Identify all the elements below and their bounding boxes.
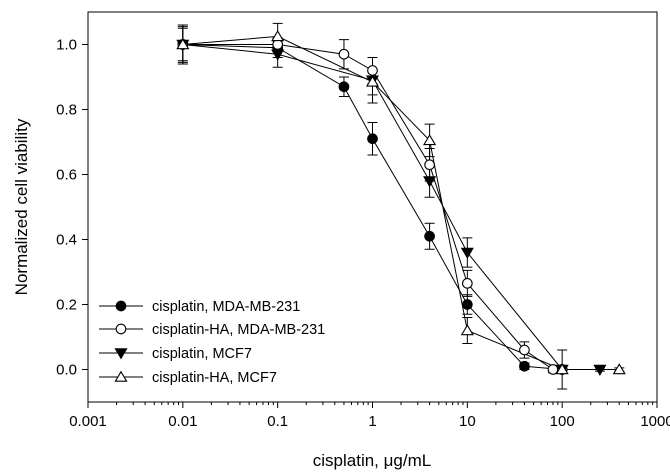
- data-point: [461, 299, 473, 310]
- data-point: [424, 159, 435, 171]
- legend-marker: [114, 370, 128, 382]
- legend-label: cisplatin, MCF7: [152, 346, 252, 362]
- y-tick-label: 0.2: [56, 297, 77, 314]
- data-point: [271, 29, 285, 42]
- data-point: [519, 344, 530, 356]
- y-tick-label: 0.8: [56, 102, 77, 119]
- data-point: [271, 49, 285, 61]
- data-point: [555, 363, 569, 375]
- y-tick-label: 0.0: [56, 362, 77, 379]
- x-tick-label: 1000: [640, 413, 670, 430]
- data-point: [365, 75, 380, 87]
- data-point: [593, 364, 607, 376]
- series-line: [182, 44, 600, 370]
- legend-label: cisplatin-HA, MDA-MB-231: [152, 322, 325, 338]
- data-point: [272, 39, 284, 50]
- x-tick-label: 1: [368, 413, 376, 430]
- x-tick-label: 10: [459, 413, 476, 430]
- data-point: [547, 364, 559, 375]
- y-tick-label: 1.0: [56, 37, 77, 54]
- x-axis-title: cisplatin, μg/mL: [313, 451, 431, 470]
- data-point: [367, 133, 378, 145]
- data-point: [461, 278, 473, 289]
- x-tick-label: 0.01: [168, 413, 197, 430]
- series-line: [182, 35, 620, 370]
- data-point: [338, 81, 350, 93]
- y-tick-label: 0.6: [56, 167, 77, 184]
- data-point: [612, 363, 626, 375]
- legend-marker: [115, 323, 127, 335]
- data-point: [424, 230, 435, 242]
- data-point: [423, 176, 437, 188]
- y-tick-label: 0.4: [56, 232, 77, 249]
- legend-marker: [114, 348, 128, 360]
- data-point: [519, 360, 530, 372]
- data-point: [460, 247, 474, 259]
- y-axis-title: Normalized cell viability: [12, 118, 31, 295]
- legend-marker: [115, 300, 127, 312]
- legend-label: cisplatin, MDA-MB-231: [152, 299, 300, 315]
- legend-label: cisplatin-HA, MCF7: [152, 370, 277, 386]
- data-point: [423, 133, 437, 146]
- data-point: [460, 324, 474, 336]
- legend: cisplatin, MDA-MB-231 cisplatin-HA, MDA-M…: [99, 299, 325, 386]
- data-point: [338, 48, 350, 60]
- x-tick-label: 100: [550, 413, 575, 430]
- series-lines: [182, 35, 620, 370]
- x-tick-label: 0.001: [69, 413, 107, 430]
- x-tick-label: 0.1: [267, 413, 288, 430]
- series-line: [182, 44, 563, 370]
- data-point: [367, 65, 378, 76]
- data-point: [176, 38, 190, 50]
- data-markers: [176, 29, 626, 376]
- axis-ticks: 0.001 0.01 0.1 1 10 100 1000 0.0 0.2 0.4 0.6 0.8 1.0: [56, 37, 670, 431]
